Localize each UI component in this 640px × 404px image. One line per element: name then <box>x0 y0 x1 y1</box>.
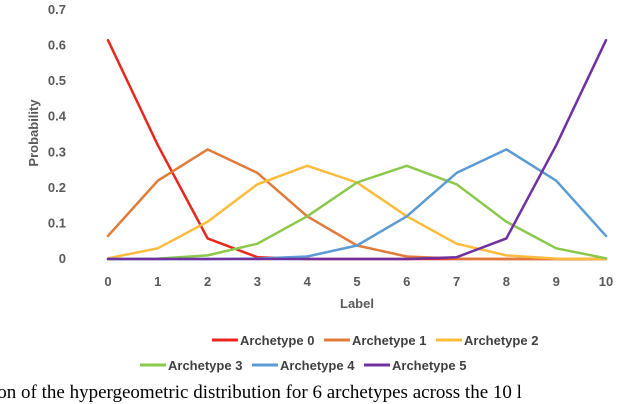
legend-label: Archetype 0 <box>240 333 314 348</box>
y-tick-label: 0.2 <box>48 180 66 195</box>
x-tick-label: 5 <box>353 274 360 289</box>
x-tick-label: 8 <box>503 274 510 289</box>
y-tick-label: 0.7 <box>48 2 66 17</box>
legend-label: Archetype 2 <box>464 333 538 348</box>
series-line-archetype-3 <box>106 164 608 261</box>
x-tick-label: 1 <box>154 274 161 289</box>
figure-caption: ion of the hypergeometric distribution f… <box>0 382 522 403</box>
x-axis-title: Label <box>340 296 374 311</box>
x-tick-label: 2 <box>204 274 211 289</box>
legend-label: Archetype 4 <box>280 358 355 373</box>
legend: Archetype 0 Archetype 1 Archetype 2 Archety… <box>140 333 538 373</box>
x-tick-label: 10 <box>599 274 613 289</box>
x-tick-label: 7 <box>453 274 460 289</box>
x-axis-ticks: 0 1 2 3 4 5 6 7 8 9 10 <box>104 274 613 289</box>
y-tick-label: 0.6 <box>48 38 66 53</box>
y-tick-label: 0.3 <box>48 144 66 159</box>
legend-label: Archetype 3 <box>168 358 242 373</box>
legend-item: Archetype 4 <box>252 358 355 373</box>
y-tick-label: 0.5 <box>48 73 66 88</box>
y-axis-ticks: 0 0.1 0.2 0.3 0.4 0.5 0.6 0.7 <box>48 2 67 266</box>
legend-item: Archetype 3 <box>140 358 242 373</box>
x-tick-label: 3 <box>254 274 261 289</box>
legend-item: Archetype 5 <box>364 358 466 373</box>
legend-item: Archetype 2 <box>436 333 538 348</box>
y-tick-label: 0.4 <box>48 109 67 124</box>
y-axis-title: Probability <box>26 99 41 167</box>
legend-label: Archetype 1 <box>352 333 426 348</box>
legend-item: Archetype 1 <box>324 333 426 348</box>
series-lines <box>106 38 608 261</box>
x-tick-label: 4 <box>304 274 312 289</box>
series-line-archetype-0 <box>106 38 608 261</box>
series-line-archetype-5 <box>106 38 608 261</box>
x-tick-label: 0 <box>104 274 111 289</box>
plot-area <box>106 38 608 261</box>
legend-label: Archetype 5 <box>392 358 466 373</box>
legend-item: Archetype 0 <box>212 333 314 348</box>
x-tick-label: 9 <box>553 274 560 289</box>
y-tick-label: 0.1 <box>48 215 66 230</box>
x-tick-label: 6 <box>403 274 410 289</box>
y-tick-label: 0 <box>59 251 66 266</box>
